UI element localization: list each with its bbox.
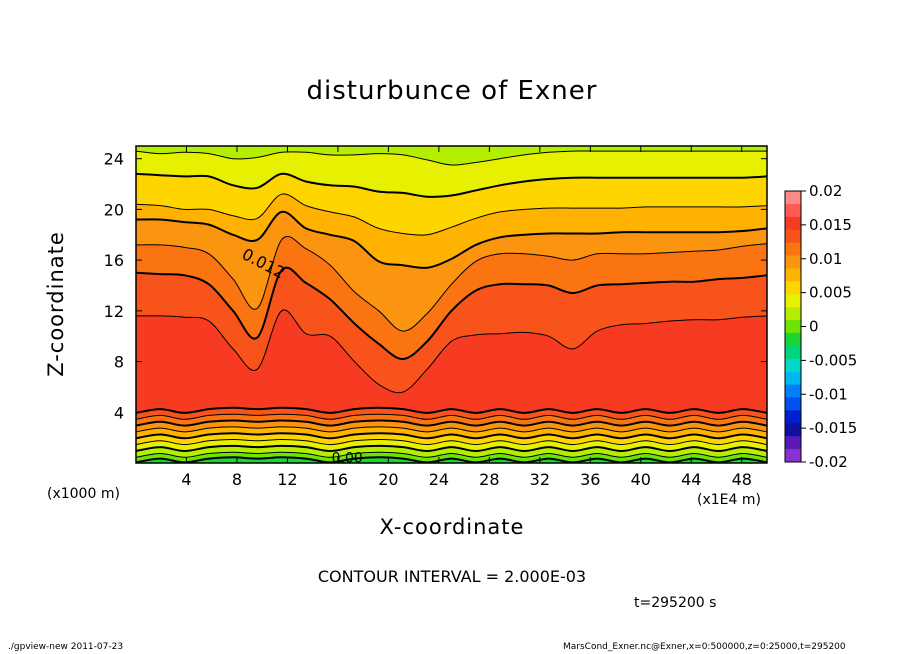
x-tick-label: 8 (232, 470, 242, 489)
contour-line-low-1 (136, 413, 767, 420)
contour-line-low-0 (136, 406, 767, 414)
contour-line-0.012 (136, 266, 767, 361)
y-axis: 4 8 12 16 20 24 (104, 150, 767, 422)
x-tick-label: 48 (732, 470, 752, 489)
contour-line-low-7 (136, 451, 767, 458)
colorbar-swatch (785, 242, 801, 257)
colorbar-swatch (785, 281, 801, 295)
x-tick-label: 16 (328, 470, 348, 489)
x-axis: 4 8 12 16 20 24 28 32 36 40 44 48 (181, 146, 752, 489)
footer-left: ./gpview-new 2011-07-23 (8, 642, 124, 652)
y-axis-label: Z-coordinate (44, 231, 68, 377)
colorbar-tick-label: 0.02 (809, 182, 842, 200)
colorbar-tick-label: 0.005 (809, 284, 852, 302)
colorbar-swatch (785, 229, 801, 244)
colorbar-swatch (785, 332, 801, 347)
x-tick-label: 4 (181, 470, 191, 489)
colorbar-swatch (785, 410, 801, 424)
y-tick-label: 16 (104, 251, 124, 270)
x-tick-label: 36 (580, 470, 600, 489)
colorbar-swatch (785, 345, 801, 360)
x-tick-label: 44 (681, 470, 701, 489)
contour-lines (136, 150, 767, 463)
colorbar-swatch (785, 203, 801, 218)
y-tick-label: 12 (104, 302, 124, 321)
colorbar-tick-label: -0.01 (809, 385, 848, 403)
x-tick-label: 32 (530, 470, 550, 489)
x-tick-label: 40 (631, 470, 651, 489)
plot-frame (135, 145, 768, 464)
x-unit-note: (x1000 m) (47, 486, 120, 502)
colorbar-swatch (785, 397, 801, 411)
colorbar-swatch (785, 384, 801, 398)
x-tick-label: 28 (479, 470, 499, 489)
colorbar-swatch (785, 255, 801, 269)
x-tick-label: 24 (429, 470, 449, 489)
contour-line-0.006 (136, 193, 767, 236)
colorbar: 0.02 0.015 0.01 0.005 0 -0.005 -0.01 -0.015 -0.0… (784, 182, 857, 471)
y-tick-label: 8 (114, 353, 124, 372)
fill-band-low-8 (136, 457, 767, 463)
colorbar-swatch (785, 449, 801, 463)
contour-line-low-8 (136, 456, 767, 463)
contour-line-0.002 (136, 150, 767, 166)
y-tick-label: 24 (104, 150, 124, 169)
contour-label-1: 0.00 (332, 450, 363, 466)
colorbar-swatch (785, 294, 801, 308)
colorbar-swatch (785, 320, 801, 334)
contour-interval: CONTOUR INTERVAL = 2.000E-03 (317, 567, 587, 586)
time-label: t=295200 s (634, 595, 717, 611)
colorbar-swatch (785, 268, 801, 282)
footer-right: MarsCond_Exner.nc@Exner,x=0:500000,z=0:2… (563, 642, 846, 652)
colorbar-swatch (785, 307, 801, 321)
colorbar-tick-label: -0.02 (809, 453, 848, 471)
contour-line-0.004 (136, 172, 767, 198)
colorbar-swatch (785, 436, 801, 450)
x-tick-label: 20 (378, 470, 398, 489)
colorbar-swatch (785, 371, 801, 386)
contour-line-0.008 (136, 210, 767, 269)
contour-line-0.01 (136, 235, 767, 332)
colorbar-swatch (785, 423, 801, 437)
colorbar-swatch (785, 358, 801, 373)
contour-line-0.014 (136, 309, 767, 394)
colorbar-tick-label: 0.015 (809, 216, 852, 234)
colorbar-swatch (785, 191, 801, 205)
contour-line-low-2 (136, 419, 767, 427)
colorbar-tick-label: -0.005 (809, 351, 857, 369)
x-scale-note: (x1E4 m) (697, 492, 761, 508)
contour-line-low-5 (136, 438, 767, 446)
y-tick-label: 20 (104, 200, 124, 219)
contour-line-low-6 (136, 444, 767, 453)
contour-line-low-3 (136, 426, 767, 433)
contour-line-low-4 (136, 432, 767, 440)
x-axis-label: X-coordinate (379, 515, 525, 539)
colorbar-tick-label: 0.01 (809, 250, 842, 268)
chart-title: disturbunce of Exner (306, 76, 598, 106)
x-tick-label: 12 (277, 470, 297, 489)
y-tick-label: 4 (114, 403, 124, 422)
colorbar-swatch (785, 216, 801, 231)
colorbar-tick-label: -0.015 (809, 419, 857, 437)
colorbar-tick-label: 0 (809, 318, 819, 336)
